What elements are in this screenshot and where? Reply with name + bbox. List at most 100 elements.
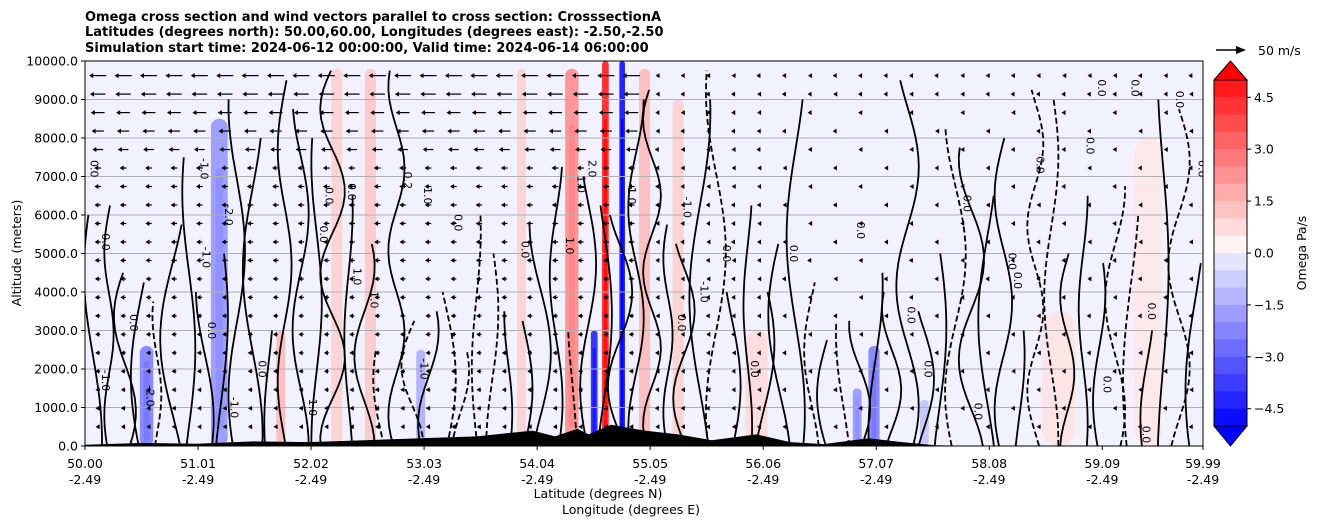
wind-arrow-head-148 — [272, 276, 277, 282]
wind-arrow-head-420 — [629, 424, 634, 430]
contour-label-16: 1.0 — [351, 268, 364, 286]
wind-arrow-head-215 — [346, 147, 351, 153]
x-tick-label-lon-7: -2.49 — [860, 472, 892, 487]
wind-arrow-head-663 — [1061, 331, 1066, 337]
wind-arrow-head-317 — [471, 110, 476, 116]
wind-arrow-head-446 — [655, 313, 660, 319]
wind-arrow-head-576 — [858, 294, 863, 300]
wind-arrow-head-112 — [221, 202, 226, 208]
wind-arrow-head-98 — [191, 91, 196, 97]
wind-arrow-head-216 — [345, 128, 350, 134]
wind-arrow-head-380 — [578, 424, 583, 430]
wind-arrow-head-37 — [116, 110, 121, 116]
wind-arrow-head-378 — [547, 91, 552, 97]
wind-arrow-head-305 — [476, 331, 481, 337]
wind-arrow-head-282 — [451, 387, 456, 393]
wind-arrow-head-35 — [117, 147, 122, 153]
wind-arrow-head-520 — [756, 424, 761, 430]
wind-arrow-head-548 — [782, 128, 787, 134]
contour-line-64 — [1104, 186, 1127, 446]
wind-arrow-head-105 — [222, 331, 227, 337]
wind-arrow-head-525 — [756, 331, 761, 337]
wind-arrow-head-22 — [120, 387, 125, 393]
x-tick-label-lat-5: 55.05 — [632, 456, 668, 471]
contour-label-8: 0.0 — [205, 322, 218, 340]
wind-arrow-head-726 — [1188, 73, 1193, 79]
wind-arrow-head-11 — [94, 220, 99, 226]
wind-arrow-head-55 — [143, 147, 148, 153]
contour-line-24 — [470, 214, 482, 446]
wind-arrow-head-272 — [424, 202, 429, 208]
wind-arrow-head-248 — [399, 276, 404, 282]
x-tick-label-lon-6: -2.49 — [747, 472, 779, 487]
contour-line-45 — [803, 282, 820, 446]
contour-label-6: -1.0 — [99, 370, 112, 391]
chart-title-line-3: Simulation start time: 2024-06-12 00:00:… — [85, 41, 649, 56]
wind-arrow-head-708 — [1163, 294, 1168, 300]
contour-line-7 — [195, 291, 215, 446]
omega-core-14 — [855, 396, 860, 444]
wind-arrow-head-39 — [114, 73, 119, 79]
wind-arrow-head-340 — [527, 424, 532, 430]
wind-arrow-head-531 — [757, 220, 762, 226]
wind-arrow-head-49 — [145, 257, 150, 263]
wind-arrow-head-492 — [705, 202, 710, 208]
wind-arrow-head-58 — [140, 91, 145, 97]
wind-arrow-head-626 — [960, 91, 965, 97]
contour-line-12 — [276, 80, 293, 446]
wind-arrow-head-521 — [756, 405, 761, 411]
wind-arrow-head-104 — [222, 350, 227, 356]
wind-arrow-head-301 — [476, 405, 481, 411]
wind-arrow-head-350 — [526, 239, 531, 245]
wind-arrow-head-644 — [1011, 220, 1016, 226]
wind-arrow-head-358 — [521, 91, 526, 97]
wind-arrow-head-625 — [960, 110, 965, 116]
wind-arrow-head-106 — [222, 313, 227, 319]
wind-arrow-head-388 — [577, 276, 582, 282]
wind-arrow-head-309 — [475, 257, 480, 263]
wind-arrow-head-124 — [247, 350, 252, 356]
wind-arrow-head-577 — [858, 257, 863, 263]
contour-line-4 — [151, 301, 163, 446]
wind-arrow-head-687 — [1112, 257, 1117, 263]
y-tick-label-6: 6000.0 — [34, 208, 78, 223]
wind-arrow-head-686 — [1112, 294, 1117, 300]
wind-arrow-head-323 — [501, 368, 506, 374]
wind-arrow-head-721 — [1188, 239, 1193, 245]
x-tick-label-lat-6: 56.06 — [745, 456, 781, 471]
wind-arrow-head-256 — [396, 128, 401, 134]
wind-arrow-head-220 — [375, 424, 380, 430]
wind-arrow-head-322 — [501, 387, 506, 393]
wind-arrow-head-284 — [450, 350, 455, 356]
wind-arrow-head-160 — [298, 424, 303, 430]
wind-arrow-head-584 — [884, 424, 889, 430]
wind-arrow-head-402 — [603, 387, 608, 393]
wind-arrow-head-657 — [1036, 165, 1041, 171]
wind-arrow-head-273 — [424, 184, 429, 190]
wind-arrow-head-700 — [1138, 202, 1143, 208]
contour-label-46: 0.0 — [1100, 376, 1113, 394]
wind-arrow-head-379 — [546, 73, 551, 79]
wind-arrow-head-138 — [242, 91, 247, 97]
wind-arrow-head-497 — [706, 110, 711, 116]
contour-label-33: 0.0 — [905, 306, 918, 324]
contour-label-25: 1.0 — [625, 187, 638, 205]
omega-core-0 — [143, 360, 150, 441]
wind-arrow-head-18 — [89, 91, 94, 97]
wind-arrow-head-202 — [349, 387, 354, 393]
wind-arrow-head-352 — [526, 202, 531, 208]
wind-arrow-head-140 — [273, 424, 278, 430]
wind-arrow-head-684 — [1112, 368, 1117, 374]
wind-arrow-head-251 — [399, 220, 404, 226]
wind-arrow-head-111 — [221, 220, 226, 226]
contour-line-21 — [417, 311, 440, 446]
x-axis: 50.00-2.4951.01-2.4952.02-2.4953.03-2.49… — [67, 446, 1221, 487]
wind-arrow-head-363 — [552, 368, 557, 374]
wind-arrow-head-200 — [349, 424, 354, 430]
wind-arrow-head-591 — [884, 165, 889, 171]
wind-arrow-head-238 — [369, 91, 374, 97]
wind-arrow-head-618 — [960, 368, 965, 374]
wind-arrow-head-447 — [655, 294, 660, 300]
wind-arrow-head-166 — [298, 313, 303, 319]
x-tick-label-lat-0: 50.00 — [67, 456, 103, 471]
